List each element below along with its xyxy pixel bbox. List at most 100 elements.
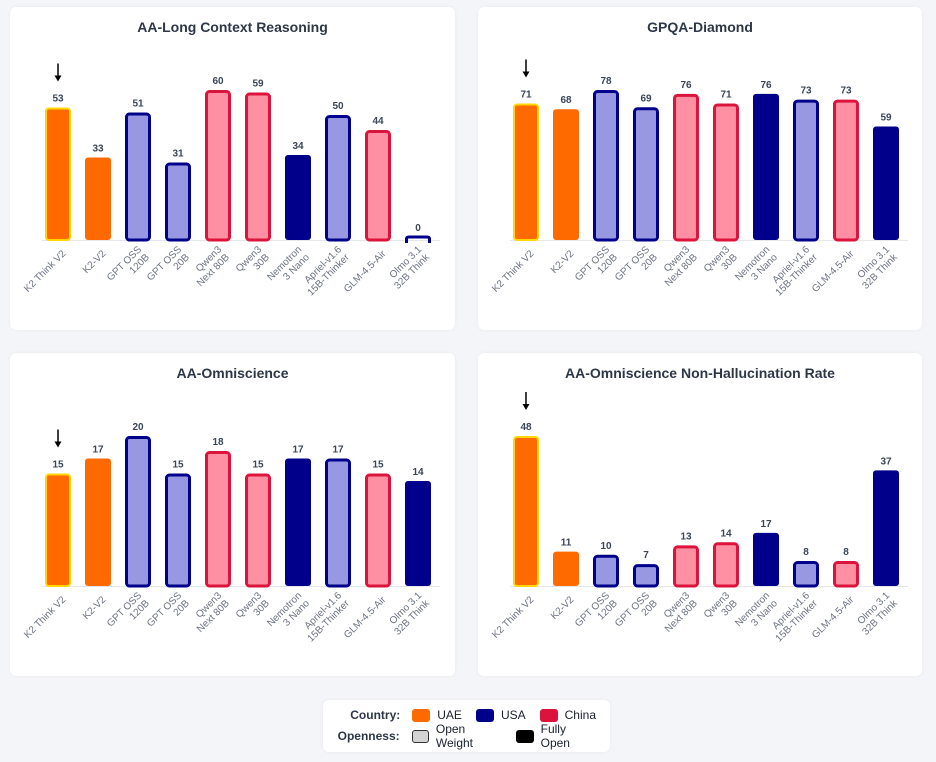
legend-swatch-uae: [412, 708, 431, 722]
down-arrow-icon: [522, 392, 530, 410]
data-label: 48: [520, 422, 532, 433]
bar-group: 48 K2 Think V2: [490, 392, 539, 641]
bar-group: 8 GLM-4.5-Air: [810, 547, 859, 641]
tick-label: GLM-4.5-Air: [810, 248, 857, 295]
bar: [45, 473, 71, 587]
tick-label: K2 Think V2: [490, 248, 536, 294]
data-label: 7: [643, 550, 649, 561]
bar: [553, 109, 579, 240]
bar: [365, 473, 391, 588]
bar-group: 51 GPT OSS120B: [105, 99, 152, 284]
legend-row-openness: Openness: Open Weight Fully Open: [323, 722, 610, 750]
bar-group: 78 GPT OSS120B: [573, 76, 620, 283]
tick-label: GLM-4.5-Air: [342, 594, 389, 641]
data-label: 60: [212, 76, 224, 87]
tick-label: K2 Think V2: [490, 594, 536, 640]
legend-swatch-fully-open: [516, 729, 534, 743]
legend-swatch-open-weight: [411, 729, 429, 743]
bar-chart: 15 K2 Think V2 17 K2-V2 20 GPT OSS120B 15 GPT O…: [22, 422, 440, 644]
bar: [125, 112, 151, 242]
tick-label: Nemotron3 Nano: [265, 244, 312, 291]
data-label: 20: [132, 422, 144, 433]
data-label: 11: [561, 538, 572, 549]
bar-group: 59 Olmo 3.132B Think: [853, 113, 901, 292]
bar: [833, 561, 859, 588]
data-label: 18: [212, 437, 224, 448]
tick-label: Qwen3Next 80B: [655, 590, 700, 635]
legend-label: Open Weight: [435, 722, 474, 750]
tick-label: Nemotron3 Nano: [265, 590, 312, 637]
data-label: 73: [840, 86, 852, 97]
legend-label: USA: [500, 708, 526, 722]
tick-label: K2 Think V2: [22, 248, 68, 294]
data-label: 17: [292, 445, 304, 456]
bar: [285, 458, 311, 586]
tick-label: GPT OSS20B: [613, 244, 660, 291]
bar-group: 7 GPT OSS20B: [613, 550, 660, 629]
data-label: 76: [760, 80, 772, 91]
tick-label: Qwen3Next 80B: [655, 244, 700, 289]
bar-group: 33 K2-V2: [81, 144, 111, 276]
chart-card-gpqa-diamond: GPQA-Diamond 71 K2 Think V2 68 K2-V2 78 GPT O…: [478, 7, 922, 330]
tick-label: Qwen3Next 80B: [187, 590, 232, 635]
down-arrow-icon: [522, 59, 530, 78]
bar: [793, 561, 819, 588]
data-label: 0: [415, 223, 421, 234]
tick-label: Nemotron3 Nano: [733, 244, 780, 291]
tick-label: Olmo 3.132B Think: [853, 244, 901, 292]
bar-group: 68 K2-V2: [549, 95, 579, 276]
bar: [793, 99, 819, 242]
bar: [873, 126, 899, 240]
legend: Country: UAE USA China Openness: Open We…: [323, 700, 610, 752]
bar-group: 31 GPT OSS20B: [145, 149, 192, 284]
tick-label: Olmo 3.132B Think: [853, 590, 901, 638]
bar: [633, 107, 659, 242]
tick-label: GPT OSS20B: [145, 590, 192, 637]
data-label: 14: [412, 467, 424, 478]
legend-item-uae: UAE: [412, 708, 462, 722]
bar: [405, 235, 431, 243]
data-label: 10: [600, 541, 612, 552]
data-label: 73: [800, 86, 812, 97]
bar: [285, 155, 311, 240]
tick-label: Nemotron3 Nano: [733, 590, 780, 637]
bar: [85, 458, 111, 586]
data-label: 15: [372, 460, 384, 471]
legend-label: China: [564, 708, 596, 722]
tick-label: GPT OSS120B: [573, 590, 620, 637]
data-label: 13: [680, 531, 692, 542]
bar: [633, 564, 659, 588]
legend-item-usa: USA: [475, 708, 526, 722]
bar-group: 76 Qwen3Next 80B: [655, 80, 700, 289]
data-label: 8: [843, 547, 849, 558]
bar: [553, 551, 579, 586]
data-label: 17: [332, 445, 344, 456]
bar-group: 0 Olmo 3.132B Think: [385, 223, 433, 292]
data-label: 34: [292, 141, 304, 152]
bar-group: 13 Qwen3Next 80B: [655, 531, 700, 635]
tick-label: K2-V2: [81, 594, 109, 622]
tick-label: Olmo 3.132B Think: [385, 244, 433, 292]
chart-title: AA-Omniscience Non-Hallucination Rate: [565, 365, 835, 381]
data-label: 37: [880, 456, 892, 467]
tick-label: GPT OSS120B: [105, 590, 152, 637]
legend-item-fully-open: Fully Open: [516, 722, 596, 750]
data-label: 17: [760, 519, 772, 530]
chart-card-long-context: AA-Long Context Reasoning 53 K2 Think V2 3…: [10, 7, 455, 330]
data-label: 69: [640, 93, 652, 104]
chart-title: AA-Omniscience: [176, 365, 289, 381]
tick-label: GLM-4.5-Air: [342, 248, 389, 295]
bar-group: 34 Nemotron3 Nano: [265, 141, 312, 291]
data-label: 14: [720, 528, 732, 539]
bar-chart: 53 K2 Think V2 33 K2-V2 51 GPT OSS120B 31 GPT O…: [22, 63, 440, 298]
data-label: 15: [252, 460, 264, 471]
data-label: 44: [372, 116, 384, 127]
bar: [325, 115, 351, 242]
bar-group: 76 Nemotron3 Nano: [733, 80, 780, 291]
bar: [325, 458, 351, 588]
data-label: 78: [600, 76, 612, 87]
bar-group: 17 Nemotron3 Nano: [733, 519, 780, 637]
